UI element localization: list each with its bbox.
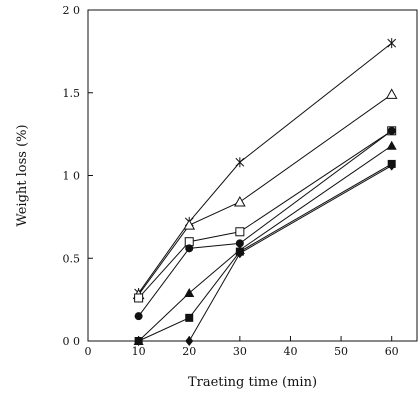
- series-line: [138, 130, 392, 317]
- data-point: [235, 157, 245, 168]
- data-point: [185, 313, 194, 322]
- y-axis: 0 0 0.5 1 0 1.5 2 0: [63, 4, 93, 348]
- data-point: [185, 336, 194, 346]
- y-tick-label: 2 0: [63, 4, 81, 17]
- x-axis: 0 10 20 30 40 50 60: [85, 336, 399, 358]
- data-point: [387, 126, 396, 135]
- series-2: [132, 88, 398, 300]
- y-tick-label: 0.5: [63, 252, 81, 265]
- x-tick-label: 10: [132, 345, 146, 358]
- series-3: [134, 126, 397, 303]
- series-line: [138, 93, 392, 295]
- series-line: [138, 42, 393, 294]
- data-point: [183, 219, 196, 230]
- data-point: [185, 244, 194, 253]
- series-5: [133, 140, 397, 345]
- data-point: [134, 312, 143, 321]
- data-point: [387, 38, 397, 49]
- data-point: [134, 293, 144, 303]
- x-axis-title: Traeting time (min): [188, 375, 317, 390]
- series-line: [138, 165, 392, 342]
- x-tick-label: 40: [283, 345, 297, 358]
- y-tick-label: 0 0: [63, 335, 81, 348]
- data-point: [235, 239, 244, 248]
- data-point: [235, 248, 244, 259]
- x-tick-label: 50: [334, 345, 348, 358]
- data-point: [235, 227, 245, 237]
- x-tick-label: 60: [385, 345, 399, 358]
- data-point: [386, 140, 397, 150]
- series-line: [138, 145, 392, 342]
- y-tick-label: 1.5: [63, 87, 81, 100]
- series-4: [134, 126, 396, 321]
- x-tick-label: 0: [85, 345, 92, 358]
- data-point: [385, 88, 398, 99]
- data-point: [134, 336, 143, 346]
- series-layer: [132, 38, 398, 346]
- data-point: [184, 288, 195, 298]
- y-tick-label: 1 0: [63, 170, 81, 183]
- x-tick-label: 20: [182, 345, 196, 358]
- series-line: [138, 130, 392, 299]
- series-7: [134, 160, 396, 346]
- y-axis-title: Weight loss (%): [15, 124, 30, 226]
- x-tick-label: 30: [233, 345, 247, 358]
- data-point: [233, 195, 246, 207]
- series-6: [134, 159, 396, 345]
- series-line: [138, 163, 392, 342]
- data-point: [387, 160, 396, 171]
